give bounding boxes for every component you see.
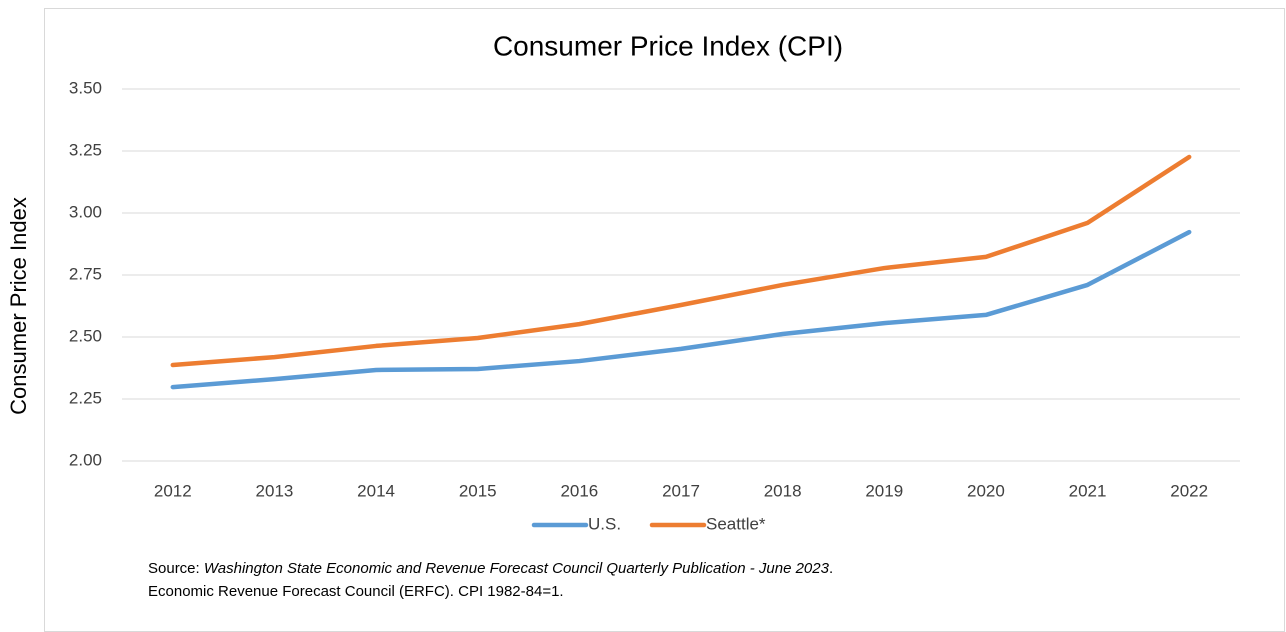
y-tick-label: 2.00 bbox=[69, 450, 102, 469]
source-line: Economic Revenue Forecast Council (ERFC)… bbox=[148, 583, 564, 600]
x-tick-label: 2021 bbox=[1069, 481, 1107, 500]
x-tick-label: 2020 bbox=[967, 481, 1005, 500]
y-tick-label: 3.00 bbox=[69, 202, 102, 221]
x-tick-label: 2014 bbox=[357, 481, 395, 500]
x-tick-label: 2022 bbox=[1170, 481, 1208, 500]
x-tick-label: 2015 bbox=[459, 481, 497, 500]
y-tick-label: 3.50 bbox=[69, 78, 102, 97]
source-line: Source: Washington State Economic and Re… bbox=[148, 560, 833, 577]
x-tick-label: 2016 bbox=[560, 481, 598, 500]
y-tick-label: 3.25 bbox=[69, 140, 102, 159]
x-tick-label: 2012 bbox=[154, 481, 192, 500]
line-series bbox=[170, 154, 1192, 368]
x-tick-label: 2013 bbox=[256, 481, 294, 500]
y-tick-label: 2.75 bbox=[69, 264, 102, 283]
legend-label: Seattle* bbox=[706, 514, 766, 533]
legend-label: U.S. bbox=[588, 514, 621, 533]
chart-title: Consumer Price Index (CPI) bbox=[493, 30, 843, 61]
line-series bbox=[170, 229, 1192, 390]
y-axis-label: Consumer Price Index bbox=[6, 197, 31, 415]
x-tick-label: 2018 bbox=[764, 481, 802, 500]
y-tick-label: 2.50 bbox=[69, 326, 102, 345]
chart-border bbox=[44, 8, 1285, 632]
y-tick-label: 2.25 bbox=[69, 388, 102, 407]
x-tick-label: 2017 bbox=[662, 481, 700, 500]
source-prefix: Source: bbox=[148, 560, 204, 577]
x-tick-label: 2019 bbox=[865, 481, 903, 500]
source-publication: Washington State Economic and Revenue Fo… bbox=[204, 560, 830, 577]
source-suffix: . bbox=[829, 560, 833, 577]
